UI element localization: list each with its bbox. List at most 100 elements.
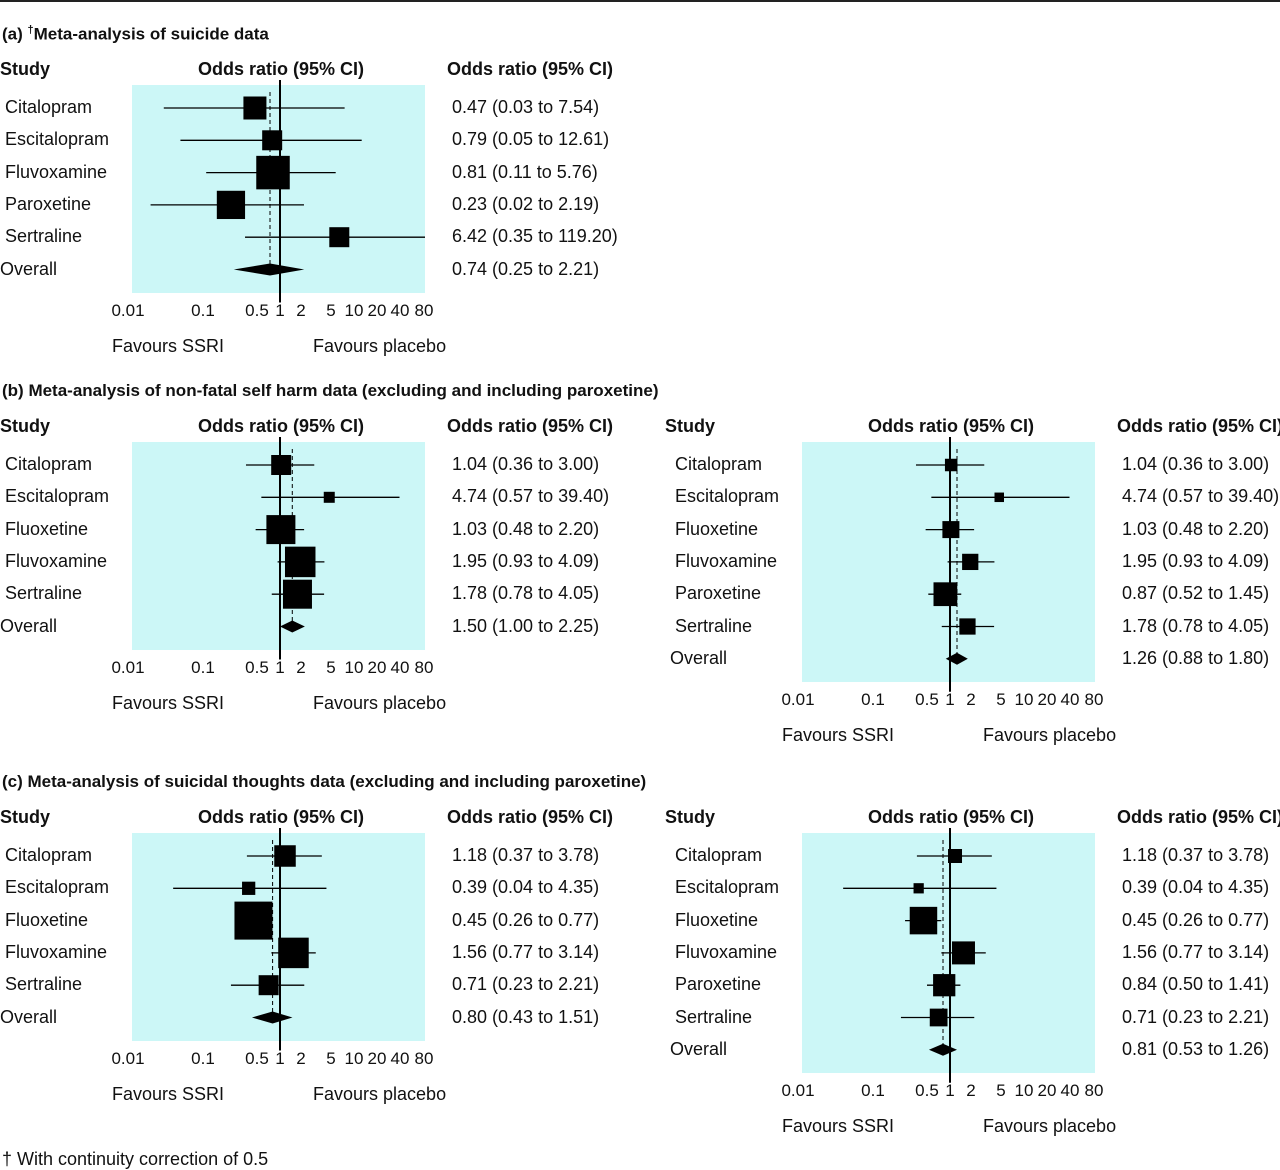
overall-value-label: 0.81 (0.53 to 1.26) xyxy=(1122,1038,1270,1059)
or-value-label: 0.71 (0.23 to 2.21) xyxy=(1122,1006,1270,1027)
plot-header: Odds ratio (95% CI) xyxy=(868,416,1035,436)
axis-tick-label: 5 xyxy=(996,1080,1006,1100)
axis-tick-label: 0.5 xyxy=(915,1080,939,1100)
point-estimate-box xyxy=(243,96,267,120)
values-header: Odds ratio (95% CI) xyxy=(1117,807,1280,827)
plot-background xyxy=(132,442,425,650)
plot-header: Odds ratio (95% CI) xyxy=(198,59,365,79)
axis-tick-label: 0.01 xyxy=(781,1080,815,1100)
point-estimate-box xyxy=(258,975,279,996)
or-value-label: 0.47 (0.03 to 7.54) xyxy=(452,97,600,117)
study-name: Escitalopram xyxy=(5,877,110,898)
plot-background xyxy=(132,833,425,1041)
favours-ssri-label: Favours SSRI xyxy=(112,692,225,713)
or-value-label: 0.87 (0.52 to 1.45) xyxy=(1122,583,1270,604)
study-name: Fluoxetine xyxy=(5,909,89,930)
study-name: Fluoxetine xyxy=(5,518,89,539)
or-value-label: 4.74 (0.57 to 39.40) xyxy=(1122,486,1280,507)
axis-tick-label: 20 xyxy=(367,1048,387,1068)
favours-placebo-label: Favours placebo xyxy=(313,335,447,356)
overall-value-label: 0.74 (0.25 to 2.21) xyxy=(452,258,600,279)
section-a-dagger: † xyxy=(27,24,34,36)
or-value-label: 0.45 (0.26 to 0.77) xyxy=(1122,909,1270,930)
point-estimate-box xyxy=(962,553,979,571)
axis-tick-label: 0.1 xyxy=(191,300,215,320)
overall-diamond xyxy=(928,1043,958,1056)
axis-tick-label: 10 xyxy=(1014,689,1034,709)
axis-tick-label: 10 xyxy=(1014,1080,1034,1100)
point-estimate-box xyxy=(274,845,296,867)
axis-tick-label: 5 xyxy=(326,1048,336,1068)
axis-tick-label: 0.01 xyxy=(781,689,815,709)
study-name: Citalopram xyxy=(5,845,93,865)
axis-tick-label: 1 xyxy=(275,1048,285,1068)
or-value-label: 0.71 (0.23 to 2.21) xyxy=(452,974,600,995)
point-estimate-box xyxy=(933,974,956,997)
or-value-label: 0.39 (0.04 to 4.35) xyxy=(1122,877,1270,898)
axis-tick-label: 80 xyxy=(1084,689,1104,709)
or-value-label: 1.03 (0.48 to 2.20) xyxy=(452,518,600,539)
axis-tick-label: 0.5 xyxy=(245,300,269,320)
axis-tick-label: 0.1 xyxy=(191,657,215,677)
or-value-label: 4.74 (0.57 to 39.40) xyxy=(452,486,610,507)
study-name: Fluvoxamine xyxy=(5,941,108,962)
axis-tick-label: 0.1 xyxy=(861,1080,885,1100)
point-estimate-box xyxy=(951,941,975,965)
axis-tick-label: 20 xyxy=(367,657,387,677)
point-estimate-box xyxy=(266,515,296,545)
section-c-prefix: (c) xyxy=(2,772,28,791)
or-value-label: 6.42 (0.35 to 119.20) xyxy=(452,226,618,247)
overall-label: Overall xyxy=(670,647,728,668)
point-estimate-box xyxy=(242,881,256,895)
axis-tick-label: 40 xyxy=(1060,1080,1080,1100)
study-name: Sertraline xyxy=(5,974,83,995)
section-b-title-text: Meta-analysis of non-fatal self harm dat… xyxy=(28,381,659,400)
study-header: Study xyxy=(665,807,716,827)
study-name: Fluoxetine xyxy=(675,909,759,930)
study-name: Sertraline xyxy=(675,1006,753,1027)
axis-tick-label: 0.5 xyxy=(245,1048,269,1068)
or-value-label: 0.84 (0.50 to 1.41) xyxy=(1122,974,1270,995)
axis-tick-label: 2 xyxy=(296,300,306,320)
overall-diamond xyxy=(251,1011,293,1024)
study-name: Escitalopram xyxy=(5,486,110,507)
or-value-label: 1.04 (0.36 to 3.00) xyxy=(1122,454,1270,474)
plot-header: Odds ratio (95% CI) xyxy=(198,807,365,827)
study-name: Sertraline xyxy=(5,226,83,247)
study-name: Fluvoxamine xyxy=(675,550,778,571)
study-name: Escitalopram xyxy=(675,877,780,898)
study-name: Paroxetine xyxy=(675,583,762,604)
favours-ssri-label: Favours SSRI xyxy=(782,1115,895,1136)
favours-placebo-label: Favours placebo xyxy=(983,724,1117,745)
favours-ssri-label: Favours SSRI xyxy=(112,335,225,356)
point-estimate-box xyxy=(933,582,958,607)
or-value-label: 0.23 (0.02 to 2.19) xyxy=(452,193,600,214)
axis-tick-label: 10 xyxy=(344,300,364,320)
values-header: Odds ratio (95% CI) xyxy=(447,807,614,827)
or-value-label: 1.78 (0.78 to 4.05) xyxy=(1122,615,1270,636)
or-value-label: 0.81 (0.11 to 5.76) xyxy=(452,161,598,182)
axis-tick-label: 1 xyxy=(275,300,285,320)
section-a-title: (a) †Meta-analysis of suicide data xyxy=(2,24,269,45)
point-estimate-box xyxy=(948,849,963,863)
axis-tick-label: 0.5 xyxy=(245,657,269,677)
point-estimate-box xyxy=(909,906,938,935)
or-value-label: 1.18 (0.37 to 3.78) xyxy=(1122,845,1270,865)
values-header: Odds ratio (95% CI) xyxy=(447,416,614,436)
favours-ssri-label: Favours SSRI xyxy=(782,724,895,745)
study-name: Paroxetine xyxy=(5,193,92,214)
axis-tick-label: 80 xyxy=(1084,1080,1104,1100)
overall-diamond xyxy=(945,652,968,665)
section-c-title-text: Meta-analysis of suicidal thoughts data … xyxy=(27,772,647,791)
axis-tick-label: 0.1 xyxy=(861,689,885,709)
axis-tick-label: 2 xyxy=(966,689,976,709)
values-header: Odds ratio (95% CI) xyxy=(447,59,614,79)
point-estimate-box xyxy=(913,883,924,894)
